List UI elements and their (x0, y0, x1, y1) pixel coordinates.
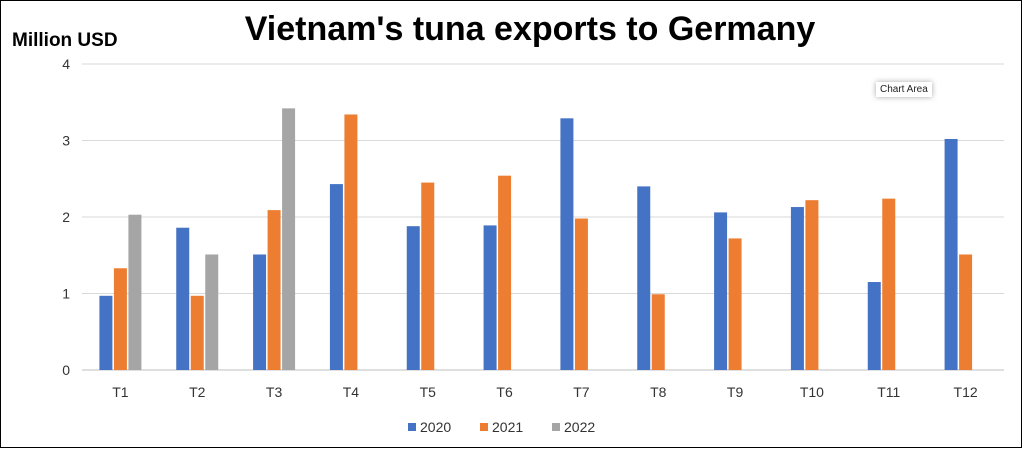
chart-area-tooltip: Chart Area (876, 82, 932, 97)
x-tick-label-T9: T9 (727, 384, 744, 400)
legend: 2020 2021 2022 (408, 419, 595, 435)
x-tick-label-T5: T5 (420, 384, 437, 400)
y-tick-label-3: 3 (62, 133, 70, 149)
bars (99, 108, 973, 371)
x-tick-label-T12: T12 (954, 384, 978, 400)
x-tick-label-T7: T7 (573, 384, 590, 400)
bar-2020-T8 (637, 186, 651, 370)
bar-2022-T2 (205, 254, 219, 370)
x-tick-label-T10: T10 (800, 384, 824, 400)
bar-2021-T10 (805, 200, 819, 370)
legend-label-2021: 2021 (492, 419, 523, 435)
bar-2021-T7 (574, 218, 588, 370)
legend-label-2020: 2020 (420, 419, 451, 435)
y-axis-unit-label: Million USD (12, 30, 118, 51)
y-tick-label-1: 1 (62, 286, 70, 302)
y-tick-label-2: 2 (62, 209, 70, 225)
gridlines (82, 63, 1004, 371)
x-tick-label-T1: T1 (112, 384, 129, 400)
bar-2021-T8 (651, 294, 665, 370)
bar-2020-T10 (790, 207, 804, 370)
bar-2021-T11 (882, 198, 896, 370)
bar-2020-T9 (714, 212, 728, 370)
x-tick-label-T2: T2 (189, 384, 206, 400)
y-tick-label-4: 4 (62, 56, 70, 72)
bar-2021-T9 (728, 238, 742, 370)
bar-2021-T5 (421, 182, 435, 370)
bar-2020-T1 (99, 295, 113, 370)
x-tick-label-T8: T8 (650, 384, 667, 400)
chart-title: Vietnam's tuna exports to Germany (244, 10, 816, 48)
bar-2020-T3 (253, 254, 267, 370)
x-tick-label-T3: T3 (266, 384, 283, 400)
bar-2022-T1 (128, 214, 142, 370)
x-tick-labels: T1 T2 T3 T4 T5 T6 T7 T8 T9 T10 T11 T12 (112, 384, 978, 400)
legend-swatch-2021 (480, 423, 488, 431)
y-tick-label-0: 0 (62, 362, 70, 378)
bar-2020-T7 (560, 118, 574, 370)
x-tick-label-T11: T11 (877, 384, 900, 400)
bar-2022-T3 (282, 108, 296, 371)
bar-2020-T6 (483, 225, 497, 370)
legend-swatch-2022 (552, 423, 560, 431)
bar-2021-T1 (113, 268, 127, 370)
legend-label-2022: 2022 (564, 419, 595, 435)
bar-2020-T5 (406, 226, 420, 370)
bar-2021-T3 (267, 210, 281, 370)
x-tick-label-T4: T4 (343, 384, 360, 400)
bar-2020-T12 (944, 138, 958, 370)
bar-2021-T2 (190, 295, 204, 370)
bar-2020-T2 (176, 227, 190, 370)
bar-2021-T4 (344, 114, 358, 371)
bar-2020-T11 (867, 282, 881, 370)
x-tick-label-T6: T6 (496, 384, 513, 400)
bar-2021-T12 (959, 254, 973, 370)
y-tick-labels: 0 1 2 3 4 (62, 56, 70, 378)
legend-swatch-2020 (408, 423, 416, 431)
bar-2021-T6 (498, 175, 512, 370)
bar-2020-T4 (329, 184, 343, 370)
